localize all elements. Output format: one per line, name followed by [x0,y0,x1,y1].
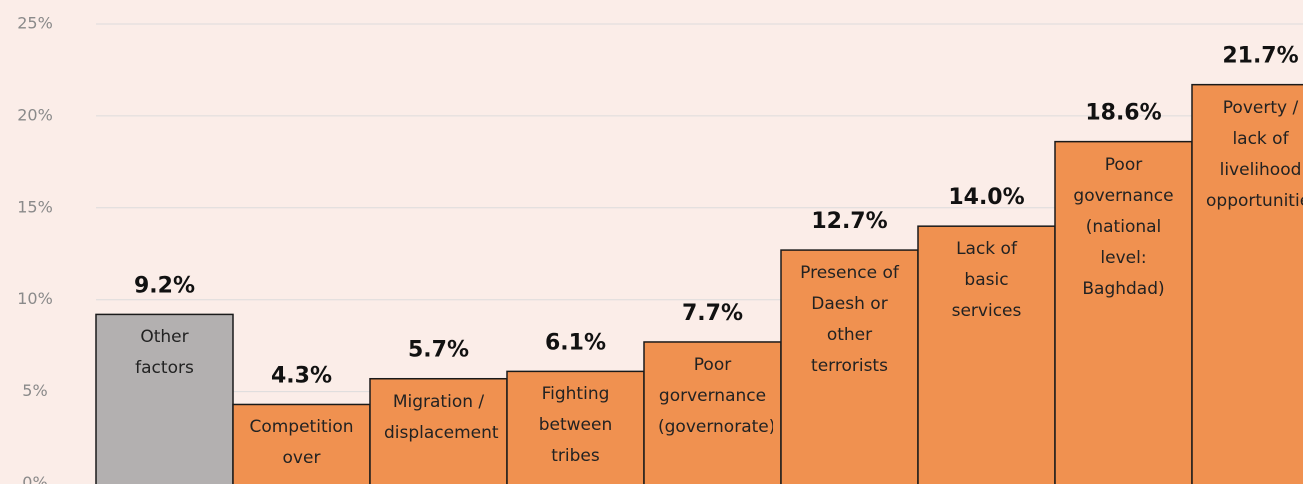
category-label: Poor gorvernance (governorate) [658,354,773,437]
bar [95,313,234,484]
category-label: Presence of Daesh or other terrorists [800,263,899,377]
bar [780,249,919,484]
bar [506,370,645,484]
value-label: 7.7% [682,301,743,326]
category-label: Fighting between tribes [538,384,613,467]
y-tick-label: 15% [17,197,53,216]
value-label: 4.3% [271,363,332,388]
category-label-box: Other factors [135,327,194,379]
y-tick-label: 10% [17,289,53,308]
category-label-box: Poor gorvernance (governorate) [658,354,773,437]
category-label: Poverty / lack of livelihood opportuniti… [1206,97,1303,211]
value-label: 14.0% [948,185,1024,210]
bar [1054,140,1193,484]
category-label-box: Poor governance (national level: Baghdad… [1073,154,1174,299]
bar [643,341,782,484]
category-label: Poor governance (national level: Baghdad… [1073,154,1174,299]
category-label: Migration / displacement [384,391,499,443]
plot-area: 0% 5% 10% 15% 20% 25% 9.2% Other factors 4.3% Com… [17,14,1303,484]
category-label: Competition over resources [249,417,354,484]
category-label-box: Fighting between tribes [538,384,613,467]
category-label-box: Competition over resources [249,417,354,484]
bar [1191,83,1303,484]
category-label-box: Lack of basic services [951,239,1022,322]
value-label: 18.6% [1085,101,1161,126]
value-label: 21.7% [1222,44,1298,69]
category-label-box: Migration / displacement [384,391,499,443]
y-tick-label: 0% [22,473,47,484]
value-label: 9.2% [134,273,195,298]
y-tick-label: 25% [17,14,53,33]
value-label: 5.7% [408,338,469,363]
category-label: Lack of basic services [951,239,1022,322]
category-label: Other factors [135,327,194,379]
y-tick-label: 5% [22,381,47,400]
value-label: 12.7% [811,209,887,234]
y-tick-label: 20% [17,105,53,124]
value-label: 6.1% [545,330,606,355]
category-label-box: Poverty / lack of livelihood opportuniti… [1206,97,1303,211]
category-label-box: Presence of Daesh or other terrorists [800,263,899,377]
